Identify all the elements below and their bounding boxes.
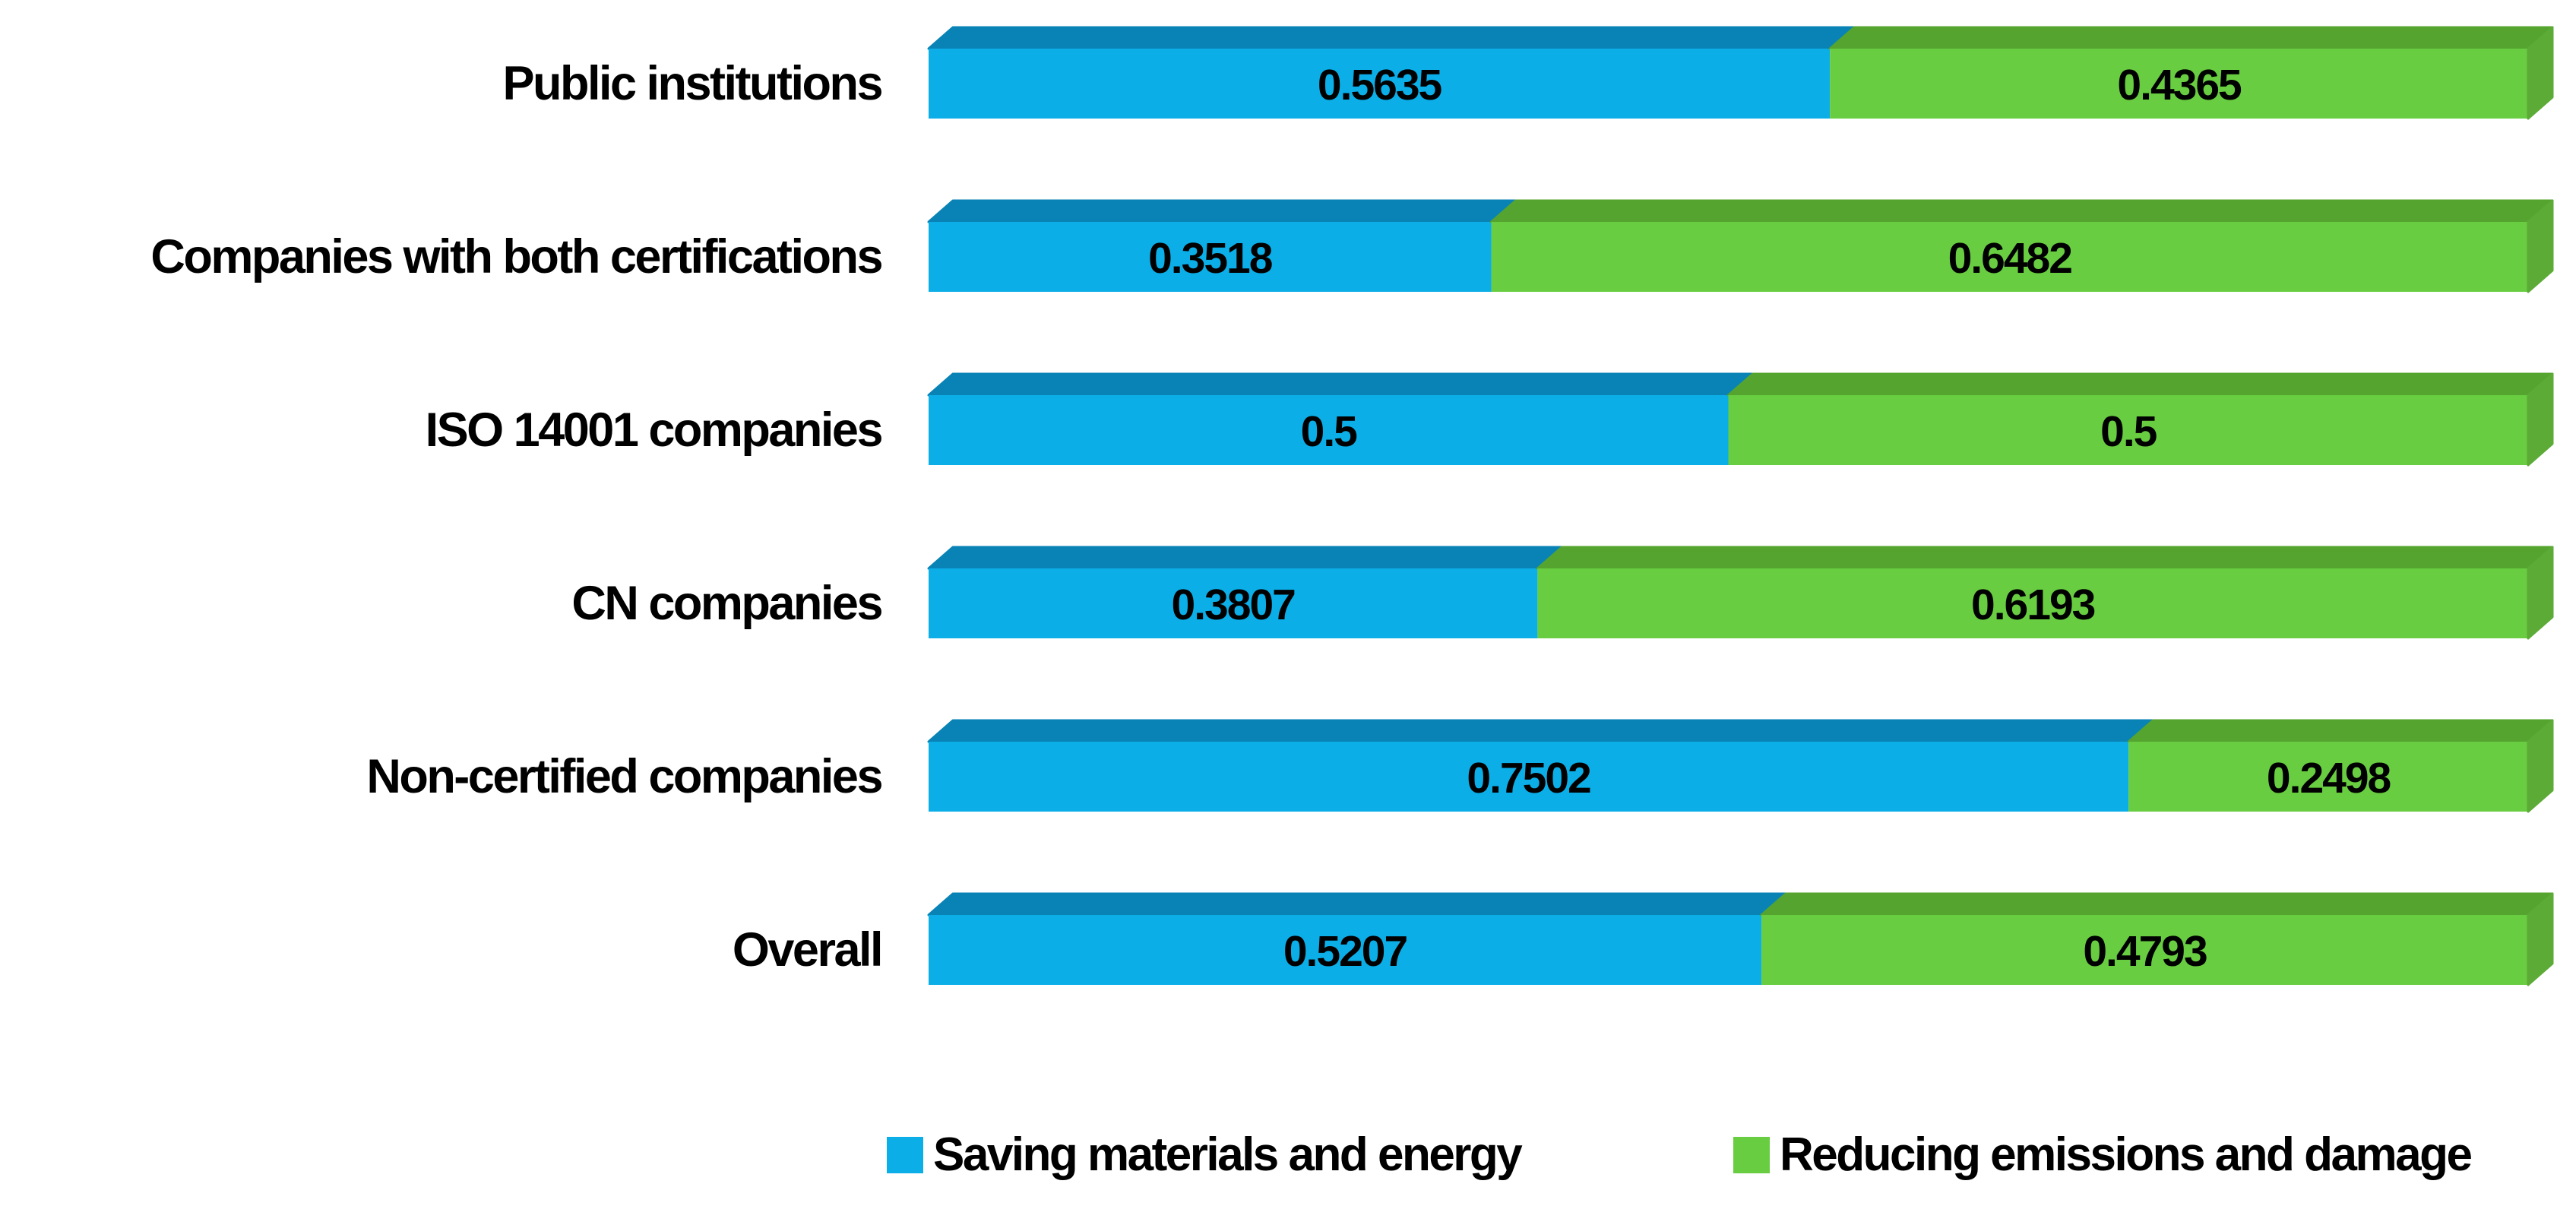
bar-segment-top-face: [1828, 26, 2554, 50]
bar-segment-front: [929, 395, 1729, 465]
bar-value-label: 0.5: [2100, 407, 2157, 456]
category-label: Overall: [732, 923, 884, 977]
bar-segment-front: [1830, 49, 2528, 119]
bar-segment-side-face: [2527, 892, 2554, 986]
bar-segment-front: [929, 568, 1538, 638]
bar-segment-top-face: [927, 372, 1754, 397]
bar-segment-top-face: [1490, 199, 2554, 223]
bar-value-label: 0.4365: [2117, 61, 2242, 109]
bar-value-label: 0.3807: [1172, 581, 1296, 629]
legend-swatch: [1733, 1137, 1770, 1173]
bar-segment-side-face: [2527, 199, 2554, 293]
bar-segment-side-face: [2527, 372, 2554, 467]
bar-segment-top-face: [1727, 372, 2554, 397]
category-label: Public institutions: [502, 57, 884, 110]
bar-value-label: 0.2498: [2267, 754, 2391, 802]
bar-row: 0.5635 0.4365: [927, 26, 2554, 120]
category-label: ISO 14001 companies: [425, 404, 884, 457]
bar-value-label: 0.4793: [2083, 927, 2207, 976]
legend-label: Reducing emissions and damage: [1780, 1128, 2473, 1181]
bar-segment-top-face: [1536, 546, 2554, 570]
bar-segment-top-face: [927, 719, 2154, 743]
legend-swatch: [887, 1137, 923, 1173]
category-label: Companies with both certifications: [150, 230, 883, 283]
bar-row: 0.5207 0.4793: [927, 892, 2554, 986]
bar-row: 0.3807 0.6193: [927, 546, 2554, 640]
bar-segment-top-face: [927, 892, 1787, 916]
bar-row: 0.7502 0.2498: [927, 719, 2554, 813]
bar-row: 0.3518 0.6482: [927, 199, 2554, 293]
bar-segment-side-face: [2527, 26, 2554, 120]
bar-row: 0.5 0.5: [927, 372, 2554, 467]
bar-value-label: 0.6482: [1948, 234, 2072, 283]
bar-segment-side-face: [2527, 719, 2554, 813]
bar-segment-top-face: [2127, 719, 2554, 743]
bar-segment-front: [1537, 568, 2528, 638]
bar-segment-front: [929, 915, 1762, 985]
bar-value-label: 0.5: [1301, 407, 1358, 456]
bar-segment-side-face: [2527, 546, 2554, 640]
legend-label: Saving materials and energy: [933, 1128, 1523, 1181]
bar-value-label: 0.5635: [1318, 61, 1442, 109]
legend-item: Saving materials and energy: [887, 1128, 1523, 1181]
bar-value-label: 0.5207: [1283, 927, 1407, 976]
bar-segment-front: [929, 49, 1831, 119]
bar-segment-front: [1491, 222, 2528, 292]
bar-segment-front: [2128, 742, 2528, 812]
bar-value-label: 0.3518: [1148, 234, 1272, 283]
bar-segment-front: [929, 222, 1492, 292]
legend-item: Reducing emissions and damage: [1733, 1128, 2473, 1181]
category-label: Non-certified companies: [366, 750, 883, 803]
bar-segment-front: [1728, 395, 2528, 465]
bar-value-label: 0.7502: [1467, 754, 1590, 802]
bar-segment-front: [1761, 915, 2528, 985]
bar-segment-top-face: [927, 546, 1563, 570]
bar-segment-top-face: [927, 199, 1517, 223]
bar-segment-top-face: [1760, 892, 2554, 916]
category-label: CN companies: [571, 577, 883, 630]
bar-segment-top-face: [927, 26, 1856, 50]
bar-segment-front: [929, 742, 2129, 812]
bar-value-label: 0.6193: [1971, 581, 2095, 629]
